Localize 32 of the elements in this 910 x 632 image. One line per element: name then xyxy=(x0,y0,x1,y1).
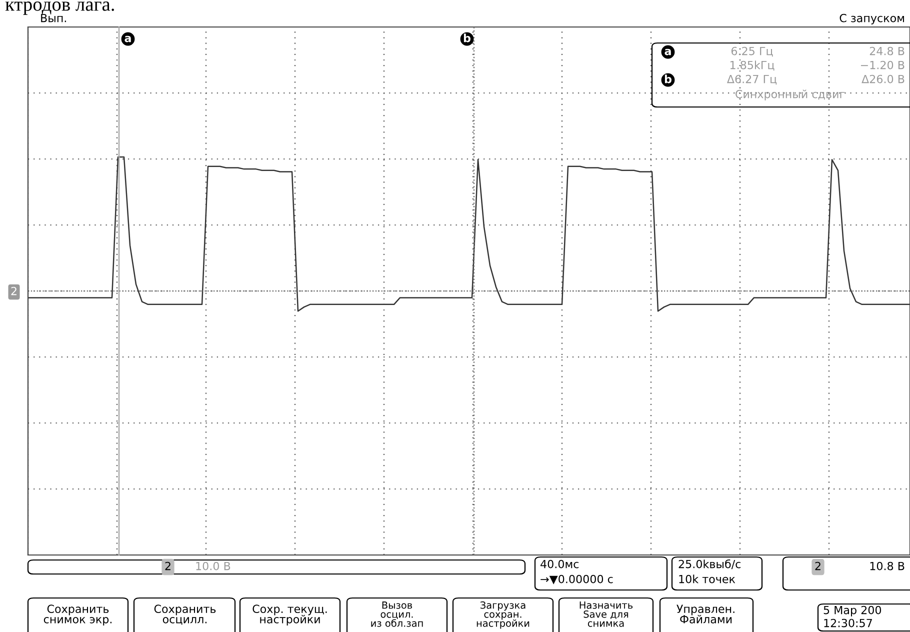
text: 2 xyxy=(11,286,16,296)
text: 2 xyxy=(815,562,820,570)
text: Сохр. текущ. настройки xyxy=(252,604,327,626)
text: 10k точек xyxy=(679,574,736,584)
text: Сохранить осцилл. xyxy=(154,604,216,625)
text: b xyxy=(464,34,470,42)
text: Δ26.0 В xyxy=(862,74,904,84)
text: 5 Мар 200 xyxy=(824,606,882,616)
text: 24.8 В xyxy=(870,46,904,56)
text: 1.85kГц xyxy=(730,60,774,71)
text: Управлен. Файлами xyxy=(676,604,734,624)
text: 12:30:57 xyxy=(824,618,872,628)
text: Δ6.27 Гц xyxy=(726,74,777,85)
text: Синхронный сдвиг xyxy=(736,90,845,100)
text: b xyxy=(664,74,672,84)
text: −1.20 В xyxy=(860,60,904,70)
text: Вызов осцил. из обл.зап xyxy=(371,602,423,627)
text: a xyxy=(664,48,671,56)
text: 10.0 В xyxy=(196,562,230,570)
text: Сохранить снимок экр. xyxy=(44,604,112,626)
text: 2 xyxy=(165,562,170,570)
text: →▼0.00000 с xyxy=(540,574,613,584)
text: 40.0мс xyxy=(540,560,579,568)
text: 6.25 Гц xyxy=(731,46,773,57)
text: С запуском xyxy=(840,14,904,24)
text: 10.8 В xyxy=(870,562,904,570)
text: ктродов лага. xyxy=(5,2,114,15)
text: Назначить Save для снимка xyxy=(580,602,633,627)
text: a xyxy=(124,36,131,42)
text: Загрузка сохран. настройки xyxy=(476,601,530,629)
text: 25.0kвыб/с xyxy=(678,559,741,570)
text: Вып. xyxy=(41,14,66,22)
